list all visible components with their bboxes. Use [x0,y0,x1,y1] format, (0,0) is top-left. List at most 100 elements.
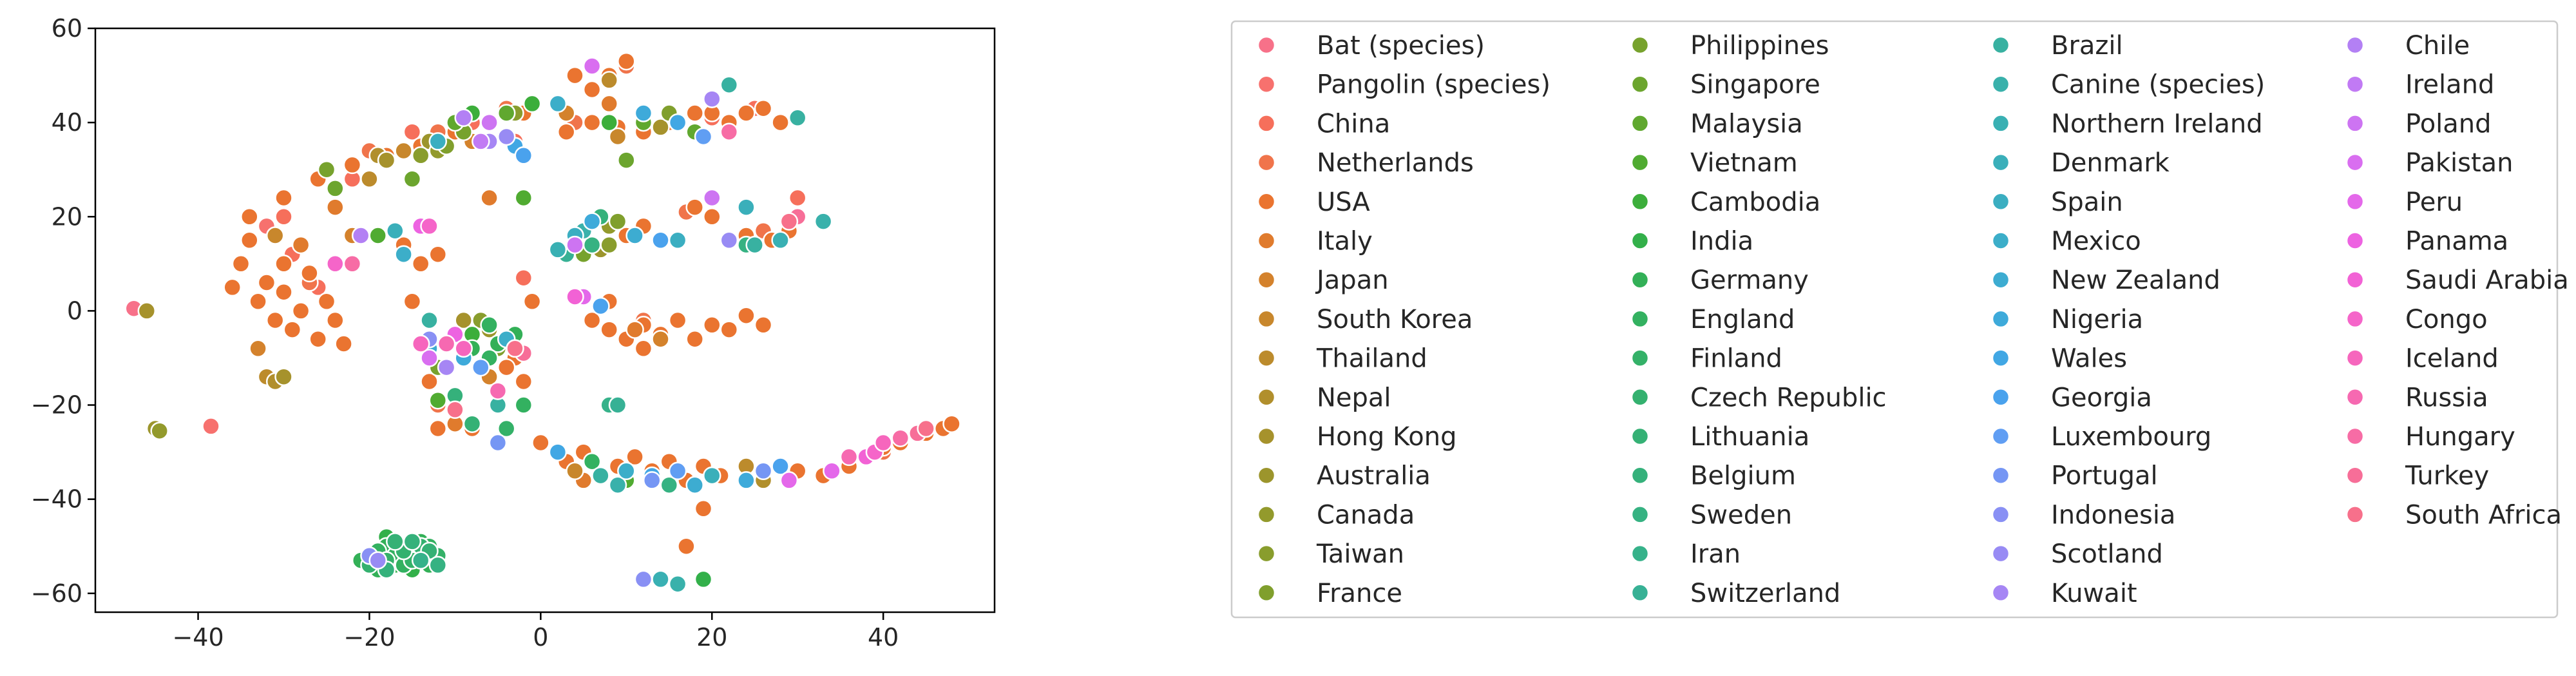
legend-label: Turkey [2405,461,2489,491]
data-point [497,358,516,377]
data-point [420,217,439,236]
legend-marker [1257,505,1276,524]
data-point [642,471,662,490]
legend-marker [1630,231,1650,250]
legend-marker [1991,388,2010,407]
legend-label: Australia [1317,461,1431,491]
legend-label: Russia [2405,383,2488,412]
data-point [891,429,910,447]
data-point [522,292,542,311]
data-point [685,198,704,217]
data-point [703,316,721,334]
legend-marker [1991,349,2010,367]
legend-marker [1257,349,1276,367]
data-point [514,396,533,414]
data-point [497,127,516,146]
data-point [823,461,841,481]
data-point [420,372,439,391]
legend-marker [2345,466,2365,485]
data-point [779,471,799,490]
legend-frame [1230,20,2559,619]
legend-label: South Korea [1317,305,1473,334]
data-point [522,94,542,113]
data-point [779,212,799,231]
legend-label: Malaysia [1690,109,1803,139]
legend-marker [2345,270,2365,289]
data-point [737,306,756,325]
data-point [677,537,696,555]
data-point [472,132,490,151]
data-point [617,461,636,481]
data-point [685,329,704,349]
data-point [480,316,499,334]
data-point [720,122,739,141]
legend-marker [1630,466,1650,485]
data-point [394,245,413,264]
legend-label: Hong Kong [1317,422,1456,452]
data-point [591,296,610,316]
data-point [608,396,627,414]
legend-label: Netherlands [1317,148,1474,178]
data-point [351,226,370,245]
data-point [660,476,679,494]
data-point [634,104,653,122]
legend-marker [1257,583,1276,603]
data-point [202,417,220,436]
data-point [403,169,422,189]
y-tick-label: 0 [67,296,82,325]
data-point [411,334,430,353]
data-point [582,113,602,132]
data-point [720,231,739,250]
data-point [788,108,807,128]
data-point [625,447,644,467]
legend-marker [1991,309,2010,329]
data-point [428,132,448,151]
legend-label: Finland [1690,344,1782,374]
data-point [600,94,618,113]
legend-marker [1991,114,2010,133]
legend-label: USA [1317,188,1370,217]
data-point [703,208,721,226]
data-point [334,334,353,353]
data-point [497,104,516,122]
data-point [600,235,618,255]
data-point [386,221,405,240]
legend-label: Spain [2051,188,2123,217]
legend-marker [1257,35,1276,55]
data-point [600,113,618,132]
data-point [873,433,893,452]
legend-marker [2345,114,2365,133]
legend-marker [1630,192,1650,211]
data-point [771,457,790,476]
data-point [651,118,670,137]
data-point [591,466,610,485]
data-point [343,155,362,175]
data-point [694,570,713,589]
data-point [274,367,293,386]
legend-label: New Zealand [2051,266,2220,295]
data-point [368,226,387,245]
data-point [326,311,345,330]
legend-label: South Africa [2405,500,2562,530]
legend-marker [1991,75,2010,93]
legend-label: France [1317,579,1402,608]
y-tick-label: 60 [52,14,82,43]
data-point [634,339,653,358]
data-point [317,160,336,179]
data-point [411,146,430,165]
data-point [703,188,721,208]
legend-label: Luxembourg [2051,422,2211,452]
legend-marker [1257,466,1276,485]
legend-label: Switzerland [1690,579,1840,608]
data-point [651,570,670,589]
legend-label: Congo [2405,305,2488,334]
data-point [600,71,618,90]
data-point [548,443,568,461]
data-point [694,499,713,518]
legend-marker [1991,427,2010,446]
data-point [309,329,327,349]
data-point [548,240,568,259]
data-point [788,188,807,208]
data-point [463,414,482,433]
